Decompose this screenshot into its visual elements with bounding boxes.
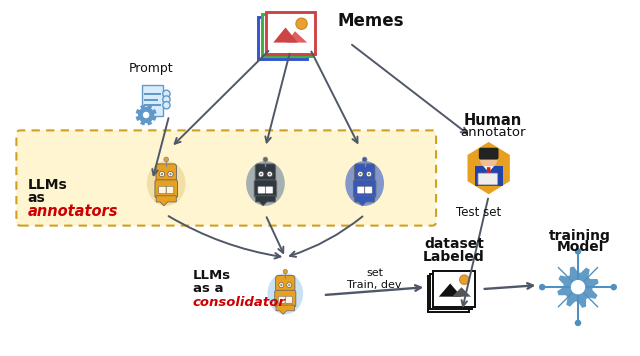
Circle shape	[263, 157, 268, 162]
Polygon shape	[136, 105, 157, 125]
Circle shape	[480, 151, 497, 168]
Circle shape	[170, 173, 172, 175]
Circle shape	[259, 171, 264, 177]
Circle shape	[161, 173, 163, 175]
Polygon shape	[452, 287, 471, 297]
FancyBboxPatch shape	[276, 276, 295, 292]
FancyBboxPatch shape	[255, 164, 276, 181]
Circle shape	[168, 171, 173, 177]
Text: set: set	[366, 268, 383, 278]
Circle shape	[269, 173, 271, 175]
Circle shape	[143, 112, 149, 118]
Circle shape	[611, 284, 617, 290]
Polygon shape	[439, 283, 461, 297]
Circle shape	[163, 101, 170, 109]
FancyBboxPatch shape	[353, 180, 376, 198]
Text: as: as	[28, 191, 45, 205]
Polygon shape	[557, 266, 598, 308]
Circle shape	[287, 283, 292, 288]
FancyBboxPatch shape	[278, 296, 285, 303]
Circle shape	[288, 284, 291, 286]
FancyBboxPatch shape	[355, 164, 375, 181]
Polygon shape	[273, 27, 298, 43]
Circle shape	[572, 281, 584, 294]
Circle shape	[296, 18, 307, 29]
FancyBboxPatch shape	[365, 186, 372, 194]
Text: Prompt: Prompt	[129, 62, 173, 75]
Ellipse shape	[346, 161, 384, 206]
Text: annotator: annotator	[460, 126, 525, 139]
Polygon shape	[287, 31, 307, 43]
Circle shape	[359, 173, 362, 175]
Circle shape	[368, 173, 370, 175]
FancyBboxPatch shape	[275, 290, 296, 307]
FancyBboxPatch shape	[266, 186, 273, 194]
FancyBboxPatch shape	[262, 14, 311, 56]
Circle shape	[164, 157, 168, 162]
FancyBboxPatch shape	[428, 276, 469, 312]
FancyBboxPatch shape	[159, 186, 166, 194]
FancyBboxPatch shape	[285, 296, 292, 303]
Polygon shape	[276, 305, 294, 314]
FancyBboxPatch shape	[258, 186, 265, 194]
FancyBboxPatch shape	[478, 173, 497, 185]
Circle shape	[279, 283, 284, 288]
Circle shape	[163, 90, 170, 98]
Text: training: training	[549, 229, 611, 242]
Text: Test set: Test set	[456, 206, 501, 219]
Ellipse shape	[246, 161, 285, 206]
Polygon shape	[156, 196, 176, 206]
Text: Train, dev: Train, dev	[348, 280, 402, 290]
FancyBboxPatch shape	[166, 186, 174, 194]
Circle shape	[539, 284, 545, 290]
FancyBboxPatch shape	[258, 17, 307, 59]
FancyBboxPatch shape	[254, 180, 276, 198]
Text: as a: as a	[193, 282, 223, 295]
Circle shape	[283, 269, 287, 274]
FancyBboxPatch shape	[479, 148, 499, 159]
Circle shape	[260, 173, 262, 175]
FancyBboxPatch shape	[17, 130, 436, 226]
FancyBboxPatch shape	[156, 164, 177, 181]
Circle shape	[163, 96, 170, 103]
FancyBboxPatch shape	[357, 186, 365, 194]
Circle shape	[362, 157, 367, 162]
Ellipse shape	[147, 161, 186, 206]
Polygon shape	[255, 196, 275, 206]
Circle shape	[460, 275, 469, 284]
Text: Memes: Memes	[338, 12, 404, 30]
Polygon shape	[486, 167, 491, 182]
Polygon shape	[475, 166, 502, 185]
Ellipse shape	[268, 273, 303, 314]
Polygon shape	[467, 142, 510, 194]
Circle shape	[358, 171, 363, 177]
FancyBboxPatch shape	[266, 12, 315, 54]
Text: LLMs: LLMs	[28, 178, 67, 192]
Text: Human: Human	[463, 113, 522, 128]
Text: Model: Model	[556, 240, 604, 255]
Circle shape	[280, 284, 282, 286]
Text: annotators: annotators	[28, 204, 118, 219]
Text: Labeled: Labeled	[423, 250, 485, 265]
Text: consolidator: consolidator	[193, 295, 286, 309]
Polygon shape	[355, 196, 374, 206]
Polygon shape	[483, 166, 494, 172]
Text: LLMs: LLMs	[193, 269, 231, 282]
FancyBboxPatch shape	[142, 85, 163, 116]
FancyBboxPatch shape	[430, 273, 472, 309]
Circle shape	[575, 320, 581, 326]
Circle shape	[575, 248, 581, 255]
FancyBboxPatch shape	[155, 180, 177, 198]
Circle shape	[159, 171, 164, 177]
Text: dataset: dataset	[424, 237, 484, 251]
Circle shape	[366, 171, 372, 177]
FancyBboxPatch shape	[433, 271, 475, 307]
Circle shape	[267, 171, 273, 177]
